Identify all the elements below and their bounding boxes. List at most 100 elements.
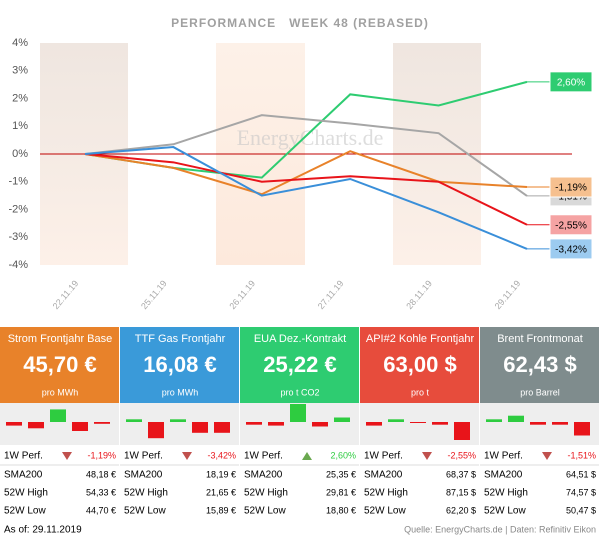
card-name: TTF Gas Frontjahr [135, 333, 226, 345]
card-price: 63,00 $ [383, 352, 456, 377]
card-price: 62,43 $ [503, 352, 576, 377]
row-label: 1W Perf. [244, 451, 283, 462]
row-label: SMA200 [4, 470, 43, 481]
x-tick-label: 26.11.19 [227, 278, 257, 311]
y-tick-label: 1% [12, 120, 28, 132]
spark-bar [574, 422, 590, 436]
row-value: 64,51 $ [566, 469, 596, 479]
row-value: 48,18 € [86, 469, 116, 479]
row-label: 1W Perf. [484, 451, 523, 462]
series-line [84, 153, 528, 226]
row-label: 52W Low [4, 506, 46, 517]
row-value: 68,37 $ [446, 469, 476, 479]
card-price: 25,22 € [263, 352, 336, 377]
spark-bar [126, 419, 142, 422]
card-name: API#2 Kohle Frontjahr [366, 333, 475, 345]
perf-arrow [62, 452, 72, 460]
spark-bar [486, 419, 502, 422]
spark-bar [246, 422, 262, 425]
spark-bar [50, 409, 66, 422]
row-label: 52W Low [244, 506, 286, 517]
row-label: SMA200 [364, 470, 403, 481]
row-value: 21,65 € [206, 487, 236, 497]
row-value: 44,70 € [86, 505, 116, 515]
perf-arrow [302, 452, 312, 460]
row-value: -2,55% [447, 450, 476, 460]
card-unit: pro MWh [162, 387, 199, 397]
spark-bar [290, 404, 306, 422]
y-tick-label: -4% [8, 259, 28, 271]
spark-bar [148, 422, 164, 439]
row-value: 62,20 $ [446, 505, 476, 515]
row-value: -1,19% [87, 450, 116, 460]
y-tick-label: 0% [12, 148, 28, 160]
row-label: 1W Perf. [4, 451, 43, 462]
series-line [84, 150, 528, 196]
row-value: 2,60% [330, 450, 356, 460]
card-head [480, 327, 599, 403]
spark-bar [530, 422, 546, 425]
row-value: 18,19 € [206, 469, 236, 479]
card-name: EUA Dez.-Kontrakt [254, 333, 346, 345]
row-label: 52W High [484, 488, 528, 499]
spark-bar [432, 422, 448, 425]
card-unit: pro Barrel [520, 387, 560, 397]
value-label-box [549, 71, 593, 93]
card-unit: pro MWh [42, 387, 79, 397]
watermark: EnergyCharts.de [237, 125, 384, 150]
x-tick-label: 28.11.19 [404, 278, 434, 311]
row-label: SMA200 [124, 470, 163, 481]
perf-arrow [542, 452, 552, 460]
y-tick-label: -2% [8, 203, 28, 215]
cards: Strom Frontjahr Base 45,70 € pro MWh 1W Per… [0, 327, 599, 517]
spark-bar [454, 422, 470, 440]
spark-bar [334, 417, 350, 422]
x-tick-label: 29.11.19 [493, 278, 523, 311]
y-tick-label: 2% [12, 92, 28, 104]
spark-bar [170, 419, 186, 422]
spark-bar [72, 422, 88, 431]
value-label: -1,19% [555, 183, 587, 194]
row-label: 1W Perf. [124, 451, 163, 462]
spark-bar [268, 422, 284, 426]
as-of: As of: 29.11.2019 [4, 525, 82, 536]
row-label: 52W High [364, 488, 408, 499]
value-label-box [549, 176, 593, 198]
row-value: 29,81 € [326, 487, 356, 497]
row-value: 87,15 $ [446, 487, 476, 497]
card-name: Strom Frontjahr Base [8, 333, 113, 345]
row-value: 74,57 $ [566, 487, 596, 497]
y-tick-label: -1% [8, 176, 28, 188]
card-name: Brent Frontmonat [497, 333, 583, 345]
value-label-box [549, 238, 593, 260]
spark-bar [94, 422, 110, 424]
row-label: 52W High [124, 488, 168, 499]
row-label: 52W High [244, 488, 288, 499]
value-label: -3,42% [555, 245, 587, 256]
card-price: 45,70 € [23, 352, 96, 377]
card-head [120, 327, 239, 403]
spark-bar [6, 422, 22, 426]
row-label: 52W Low [484, 506, 526, 517]
perf-arrow [182, 452, 192, 460]
spark-bar [508, 415, 524, 422]
series-line [84, 146, 528, 250]
perf-arrow [422, 452, 432, 460]
y-tick-label: 4% [12, 37, 28, 49]
row-label: SMA200 [484, 470, 523, 481]
spark-bar [28, 422, 44, 429]
series-line [84, 114, 528, 197]
spark-bar [366, 422, 382, 426]
spark-bar [312, 422, 328, 427]
y-tick-label: 3% [12, 65, 28, 77]
card-unit: pro t CO2 [280, 387, 319, 397]
row-label: 1W Perf. [364, 451, 403, 462]
spark-bar [388, 419, 404, 422]
card-unit: pro t [411, 387, 430, 397]
y-tick-label: -3% [8, 231, 28, 243]
card-head [360, 327, 479, 403]
row-value: 15,89 € [206, 505, 236, 515]
x-tick-label: 22.11.19 [51, 278, 81, 311]
row-label: 52W High [4, 488, 48, 499]
